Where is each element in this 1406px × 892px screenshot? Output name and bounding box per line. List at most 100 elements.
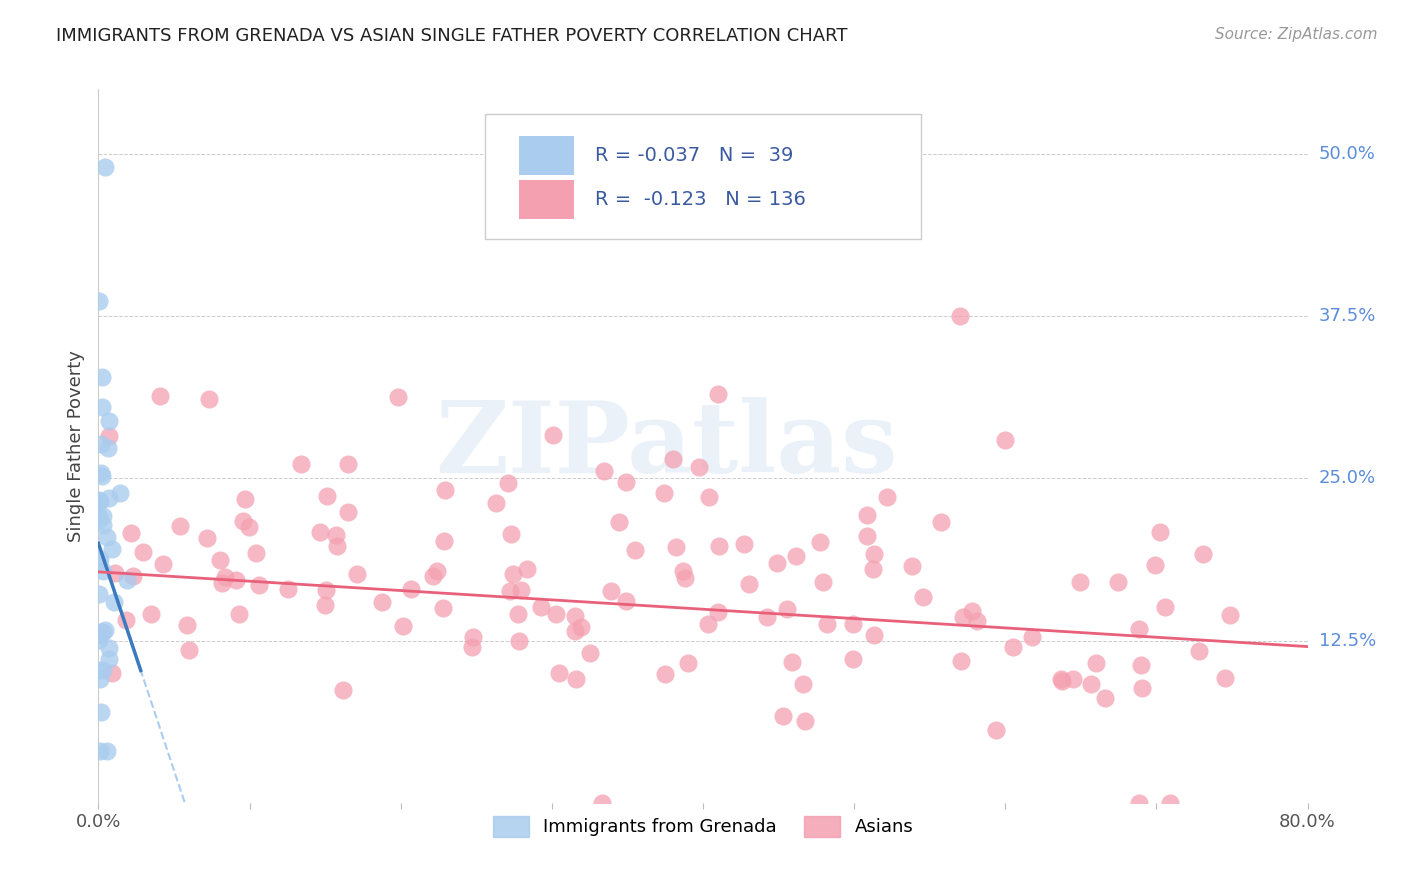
- Point: [564, 609, 586, 624]
- Point: [399, 582, 422, 597]
- Point: [508, 634, 530, 648]
- Point: [97, 441, 120, 455]
- Point: [502, 566, 524, 581]
- Point: [1192, 547, 1215, 561]
- Text: 12.5%: 12.5%: [1319, 632, 1376, 649]
- Point: [325, 527, 347, 541]
- Point: [856, 529, 879, 543]
- Point: [89, 628, 111, 642]
- Y-axis label: Single Father Poverty: Single Father Poverty: [66, 350, 84, 542]
- Point: [516, 562, 538, 576]
- Point: [901, 559, 924, 574]
- Point: [232, 514, 254, 528]
- Text: Source: ZipAtlas.com: Source: ZipAtlas.com: [1215, 27, 1378, 42]
- Point: [1128, 796, 1150, 810]
- Point: [94, 160, 117, 174]
- Point: [93, 509, 115, 524]
- Point: [842, 617, 865, 632]
- Point: [510, 582, 533, 597]
- Point: [177, 643, 200, 657]
- Point: [593, 464, 616, 478]
- Point: [225, 573, 247, 587]
- Point: [87, 514, 110, 528]
- Point: [706, 605, 728, 619]
- Point: [862, 562, 884, 576]
- Point: [1130, 681, 1153, 696]
- Point: [697, 617, 720, 632]
- Point: [461, 630, 484, 644]
- Point: [461, 640, 484, 655]
- Point: [579, 646, 602, 660]
- Point: [776, 602, 799, 616]
- Text: 25.0%: 25.0%: [1319, 469, 1376, 487]
- Point: [952, 609, 974, 624]
- Point: [485, 496, 508, 510]
- Point: [599, 584, 621, 599]
- Point: [314, 599, 336, 613]
- Point: [90, 705, 112, 719]
- Point: [756, 609, 779, 624]
- Point: [544, 607, 567, 621]
- Point: [93, 623, 115, 637]
- Point: [87, 496, 110, 510]
- Point: [277, 582, 299, 596]
- Point: [315, 489, 337, 503]
- Point: [661, 452, 683, 467]
- Legend: Immigrants from Grenada, Asians: Immigrants from Grenada, Asians: [485, 808, 921, 844]
- Point: [1130, 657, 1153, 672]
- Point: [337, 457, 360, 471]
- Point: [91, 518, 114, 533]
- Point: [506, 607, 529, 621]
- Point: [87, 554, 110, 568]
- Point: [114, 613, 136, 627]
- Point: [96, 530, 118, 544]
- Point: [87, 492, 110, 507]
- Point: [496, 476, 519, 491]
- Point: [780, 655, 803, 669]
- Point: [91, 564, 114, 578]
- Point: [652, 486, 675, 500]
- Point: [326, 539, 349, 553]
- Point: [176, 618, 198, 632]
- Point: [98, 491, 121, 505]
- Point: [309, 524, 332, 539]
- Point: [228, 607, 250, 621]
- Point: [132, 545, 155, 559]
- Point: [432, 601, 454, 615]
- Point: [97, 414, 120, 428]
- Point: [211, 575, 233, 590]
- Point: [89, 293, 111, 308]
- Point: [169, 518, 191, 533]
- Point: [1188, 643, 1211, 657]
- Point: [91, 400, 114, 414]
- Text: R =  -0.123   N = 136: R = -0.123 N = 136: [595, 190, 806, 210]
- Point: [87, 663, 110, 677]
- FancyBboxPatch shape: [485, 114, 921, 239]
- Point: [1213, 671, 1236, 685]
- Point: [808, 535, 831, 549]
- Point: [392, 618, 415, 632]
- Point: [1154, 600, 1177, 615]
- Point: [152, 557, 174, 571]
- Point: [89, 744, 111, 758]
- Text: ZIPatlas: ZIPatlas: [436, 398, 898, 494]
- Point: [197, 531, 219, 545]
- Point: [91, 663, 114, 677]
- Point: [766, 556, 789, 570]
- Point: [772, 708, 794, 723]
- Point: [110, 486, 132, 500]
- Point: [121, 526, 143, 541]
- Point: [616, 475, 638, 489]
- Point: [97, 429, 120, 443]
- Point: [315, 583, 337, 598]
- Point: [1050, 674, 1073, 689]
- Point: [115, 573, 138, 587]
- Point: [929, 516, 952, 530]
- Point: [1094, 691, 1116, 706]
- Point: [91, 370, 114, 384]
- Point: [607, 515, 630, 529]
- Point: [962, 604, 984, 618]
- Text: IMMIGRANTS FROM GRENADA VS ASIAN SINGLE FATHER POVERTY CORRELATION CHART: IMMIGRANTS FROM GRENADA VS ASIAN SINGLE …: [56, 27, 848, 45]
- Point: [91, 625, 114, 640]
- Point: [104, 566, 127, 580]
